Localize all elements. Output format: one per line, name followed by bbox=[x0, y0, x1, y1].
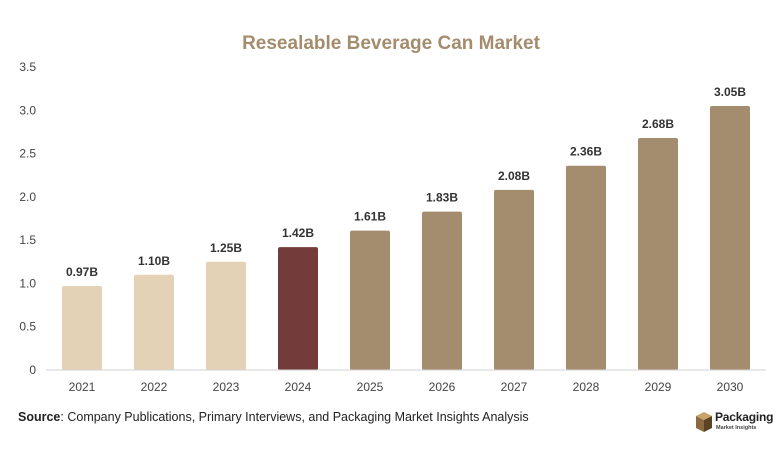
source-label: Source bbox=[18, 410, 61, 424]
brand-name: Packaging bbox=[715, 410, 774, 424]
box-icon bbox=[696, 412, 712, 432]
y-tick-label: 3.0 bbox=[19, 103, 36, 117]
y-tick-label: 1.5 bbox=[19, 233, 36, 247]
x-tick-label: 2024 bbox=[285, 380, 312, 394]
bar-2024 bbox=[278, 247, 318, 370]
bar-value-labels: 0.97B 1.10B 1.25B 1.42B 1.61B 1.83B 2.08B 2.36B… bbox=[66, 85, 746, 279]
bar-2022 bbox=[134, 274, 174, 370]
bar-value-label: 0.97B bbox=[66, 265, 98, 279]
y-axis-ticks: 0 0.5 1.0 1.5 2.0 2.5 3.0 3.5 bbox=[19, 60, 36, 377]
x-axis-ticks: 2021 2022 2023 2024 2025 2026 2027 2028 2029 2030 bbox=[69, 380, 744, 394]
x-tick-label: 2029 bbox=[645, 380, 672, 394]
bar-2028 bbox=[566, 165, 606, 370]
source-note: Source: Company Publications, Primary In… bbox=[18, 410, 529, 424]
bar-2029 bbox=[638, 137, 678, 370]
bar-value-label: 2.08B bbox=[498, 169, 530, 183]
chart-title: Resealable Beverage Can Market bbox=[242, 33, 540, 54]
bar-value-label: 1.42B bbox=[282, 226, 314, 240]
bar-value-label: 1.10B bbox=[138, 254, 170, 268]
bar-value-label: 3.05B bbox=[714, 85, 746, 99]
x-tick-label: 2026 bbox=[429, 380, 456, 394]
bars bbox=[62, 105, 750, 370]
bar-2027 bbox=[494, 189, 534, 370]
y-tick-label: 3.5 bbox=[19, 60, 36, 74]
y-tick-label: 0.5 bbox=[19, 320, 36, 334]
y-tick-label: 2.5 bbox=[19, 147, 36, 161]
bar-value-label: 1.83B bbox=[426, 191, 458, 205]
y-tick-label: 0 bbox=[29, 363, 36, 377]
x-tick-label: 2023 bbox=[213, 380, 240, 394]
bar-chart: 0 0.5 1.0 1.5 2.0 2.5 3.0 3.5 0.97B 1.10B 1.25B 1.… bbox=[19, 60, 766, 394]
x-tick-label: 2030 bbox=[717, 380, 744, 394]
bar-2023 bbox=[206, 261, 246, 370]
bar-2030 bbox=[710, 105, 750, 370]
bar-value-label: 2.68B bbox=[642, 117, 674, 131]
bar-2026 bbox=[422, 211, 462, 370]
brand-tagline: Market Insights bbox=[716, 425, 757, 431]
y-tick-label: 2.0 bbox=[19, 190, 36, 204]
x-tick-label: 2021 bbox=[69, 380, 96, 394]
x-tick-label: 2027 bbox=[501, 380, 528, 394]
bar-2025 bbox=[350, 230, 390, 370]
bar-value-label: 1.61B bbox=[354, 210, 386, 224]
bar-value-label: 2.36B bbox=[570, 145, 602, 159]
x-tick-label: 2025 bbox=[357, 380, 384, 394]
x-tick-label: 2022 bbox=[141, 380, 168, 394]
y-tick-label: 1.0 bbox=[19, 276, 36, 290]
source-text: : Company Publications, Primary Intervie… bbox=[60, 410, 529, 424]
bar-value-label: 1.25B bbox=[210, 241, 242, 255]
bar-2021 bbox=[62, 286, 102, 370]
brand-logo: Packaging Market Insights bbox=[695, 409, 775, 437]
x-tick-label: 2028 bbox=[573, 380, 600, 394]
